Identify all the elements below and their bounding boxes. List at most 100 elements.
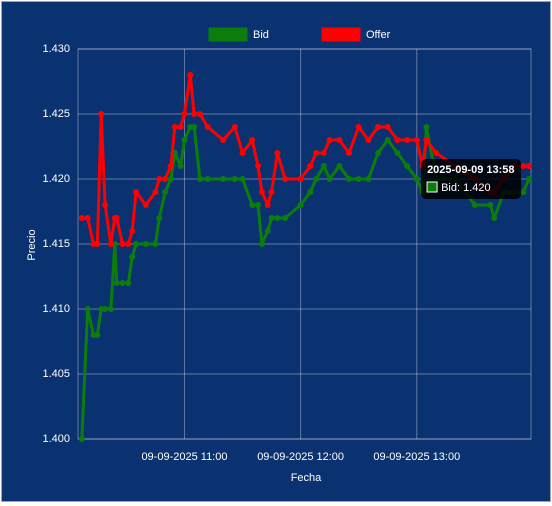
data-point — [255, 163, 262, 169]
data-point — [423, 124, 430, 130]
data-point — [107, 306, 114, 312]
data-point — [313, 176, 320, 182]
data-point — [171, 124, 178, 130]
data-point — [231, 176, 238, 182]
data-point — [394, 137, 401, 143]
data-point — [94, 332, 101, 338]
data-point — [249, 137, 256, 143]
data-point — [191, 111, 198, 117]
data-point — [220, 176, 227, 182]
data-point — [204, 176, 211, 182]
y-tick-label: 1.430 — [42, 43, 70, 55]
data-point — [162, 189, 169, 195]
tooltip-title: 2025-09-09 13:58 — [427, 164, 514, 176]
data-point — [220, 137, 227, 143]
data-point — [413, 137, 420, 143]
data-point — [152, 189, 159, 195]
data-point — [119, 241, 126, 247]
data-point — [142, 202, 149, 208]
data-point — [94, 241, 101, 247]
tooltip-swatch — [426, 181, 438, 193]
data-point — [102, 306, 109, 312]
data-point — [258, 241, 265, 247]
data-point — [355, 176, 362, 182]
data-point — [297, 176, 304, 182]
plot-frame — [77, 48, 532, 440]
data-point — [249, 202, 256, 208]
data-point — [181, 111, 188, 117]
data-point — [162, 176, 169, 182]
data-point — [526, 176, 533, 182]
data-point — [239, 150, 246, 156]
data-point — [326, 137, 333, 143]
data-point — [231, 124, 238, 130]
y-tick-label: 1.425 — [42, 108, 70, 120]
data-point — [282, 176, 289, 182]
data-point — [113, 215, 120, 221]
data-point — [102, 202, 109, 208]
tooltip: 2025-09-09 13:58 Bid: 1.420 — [421, 159, 522, 199]
data-point — [119, 280, 126, 286]
data-point — [204, 124, 211, 130]
data-point — [191, 124, 198, 130]
data-point — [413, 176, 420, 182]
x-tick-label: 09-09-2025 11:00 — [141, 451, 227, 463]
data-point — [487, 202, 494, 208]
data-point — [375, 150, 382, 156]
data-point — [384, 137, 391, 143]
x-tick-label: 09-09-2025 12:00 — [257, 451, 344, 463]
data-point — [107, 241, 114, 247]
data-point — [520, 163, 527, 169]
data-point — [423, 137, 430, 143]
data-point — [156, 176, 163, 182]
data-point — [346, 150, 353, 156]
data-point — [129, 228, 136, 234]
data-point — [177, 163, 184, 169]
data-point — [181, 137, 188, 143]
x-axis-label: Fecha — [291, 472, 322, 484]
data-point — [375, 124, 382, 130]
data-point — [320, 150, 327, 156]
y-tick-label: 1.405 — [42, 368, 70, 380]
data-point — [355, 124, 362, 130]
y-axis-label: Precio — [26, 229, 38, 260]
data-point — [320, 163, 327, 169]
data-point — [84, 215, 91, 221]
data-point — [133, 241, 140, 247]
data-point — [255, 202, 262, 208]
y-tick-label: 1.400 — [42, 433, 70, 445]
data-point — [177, 124, 184, 130]
data-point — [307, 189, 314, 195]
legend-swatch — [208, 27, 248, 42]
y-tick-label: 1.420 — [42, 173, 70, 185]
data-point — [526, 163, 533, 169]
data-point — [274, 150, 281, 156]
data-point — [264, 202, 271, 208]
data-point — [336, 163, 343, 169]
data-point — [365, 137, 372, 143]
data-point — [471, 202, 478, 208]
data-point — [268, 215, 275, 221]
data-point — [167, 176, 174, 182]
chart: Fecha Precio 1.400 1.405 1.410 1.415 1.420 1.… — [26, 27, 533, 484]
data-point — [187, 72, 194, 78]
data-point — [78, 215, 85, 221]
data-point — [491, 215, 498, 221]
data-point — [142, 241, 149, 247]
data-point — [307, 163, 314, 169]
data-point — [258, 189, 265, 195]
data-point — [297, 202, 304, 208]
data-point — [326, 176, 333, 182]
data-point — [384, 124, 391, 130]
data-point — [113, 280, 120, 286]
data-point — [313, 150, 320, 156]
y-tick-label: 1.415 — [42, 238, 70, 250]
data-point — [78, 436, 85, 442]
data-point — [129, 254, 136, 260]
data-point — [125, 241, 132, 247]
data-point — [196, 176, 203, 182]
data-point — [520, 189, 527, 195]
data-point — [133, 189, 140, 195]
data-point — [167, 163, 174, 169]
